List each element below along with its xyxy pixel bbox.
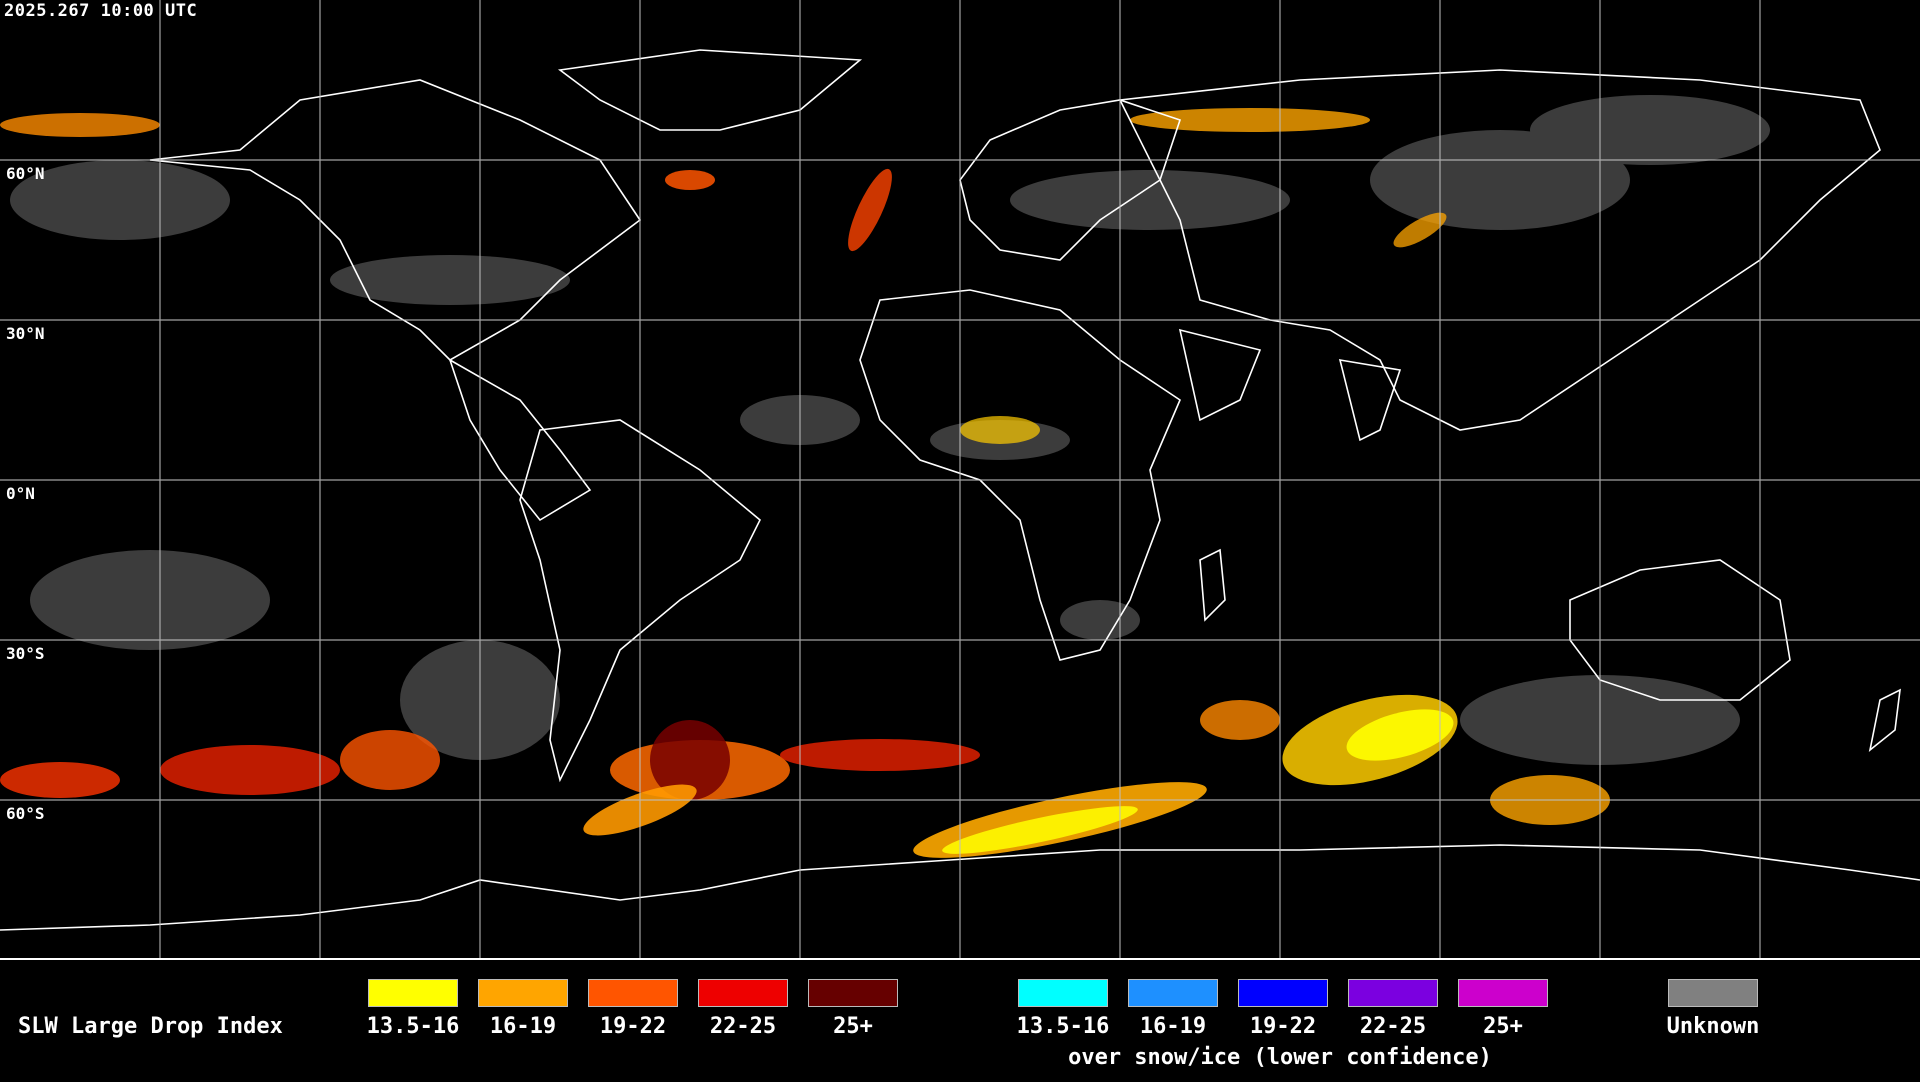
legend-snow-swatch-19-22: [1238, 979, 1328, 1007]
legend-snow-swatch-16-19: [1128, 979, 1218, 1007]
legend-swatch-22-25: [698, 979, 788, 1007]
timestamp-label: 2025.267 10:00 UTC: [4, 1, 198, 21]
map-panel[interactable]: 2025.267 10:00 UTC 60°N 30°N 0°N 30°S 60…: [0, 0, 1920, 958]
legend-snow-label-19-22: 19-22: [1249, 1014, 1317, 1039]
legend-snow-swatch-13-16: [1018, 979, 1108, 1007]
legend-panel: SLW Large Drop Index 13.5-16 16-19 19-22…: [0, 958, 1920, 1082]
legend-snow-swatch-22-25: [1348, 979, 1438, 1007]
legend-snow-label-13-16: 13.5-16: [1016, 1014, 1110, 1039]
graticule: [0, 0, 1920, 958]
snow-ice-note: over snow/ice (lower confidence): [1068, 1045, 1492, 1070]
legend-unknown-swatch: [1668, 979, 1758, 1007]
world-map[interactable]: [0, 0, 1920, 958]
legend-label-22-25: 22-25: [709, 1014, 777, 1039]
legend-unknown-label: Unknown: [1666, 1014, 1760, 1039]
legend-label-19-22: 19-22: [599, 1014, 667, 1039]
legend-label-25-plus: 25+: [833, 1014, 873, 1039]
legend-title: SLW Large Drop Index: [18, 1014, 283, 1039]
lat-label-0n: 0°N: [6, 484, 35, 503]
lat-label-30n: 30°N: [6, 324, 45, 343]
legend-label-16-19: 16-19: [489, 1014, 557, 1039]
legend-snow-swatch-25-plus: [1458, 979, 1548, 1007]
legend-label-13-16: 13.5-16: [366, 1014, 460, 1039]
legend-swatch-25-plus: [808, 979, 898, 1007]
legend-swatch-19-22: [588, 979, 678, 1007]
legend-snow-label-25-plus: 25+: [1483, 1014, 1523, 1039]
legend-snow-label-16-19: 16-19: [1139, 1014, 1207, 1039]
lat-label-30s: 30°S: [6, 644, 45, 663]
large-drop-index-layer: [0, 108, 1610, 858]
legend-swatch-16-19: [478, 979, 568, 1007]
legend-snow-label-22-25: 22-25: [1359, 1014, 1427, 1039]
lat-label-60s: 60°S: [6, 804, 45, 823]
lat-label-60n: 60°N: [6, 164, 45, 183]
legend-swatch-13-16: [368, 979, 458, 1007]
